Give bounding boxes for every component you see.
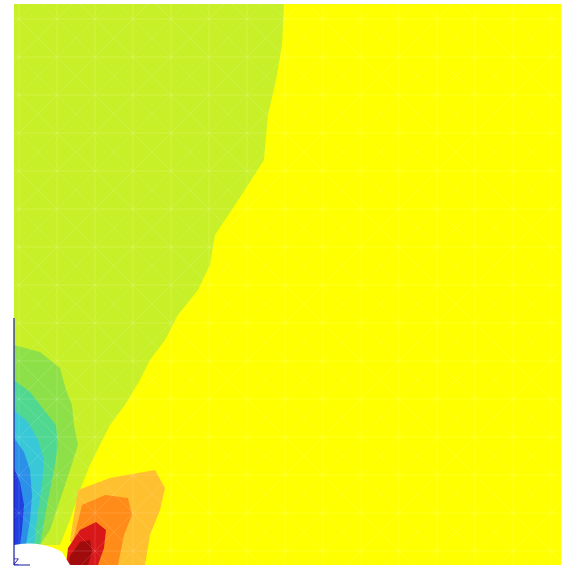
hole-cutout [14,543,70,565]
mesh-overlay [14,4,561,565]
z-axis-label: Z [13,558,19,566]
